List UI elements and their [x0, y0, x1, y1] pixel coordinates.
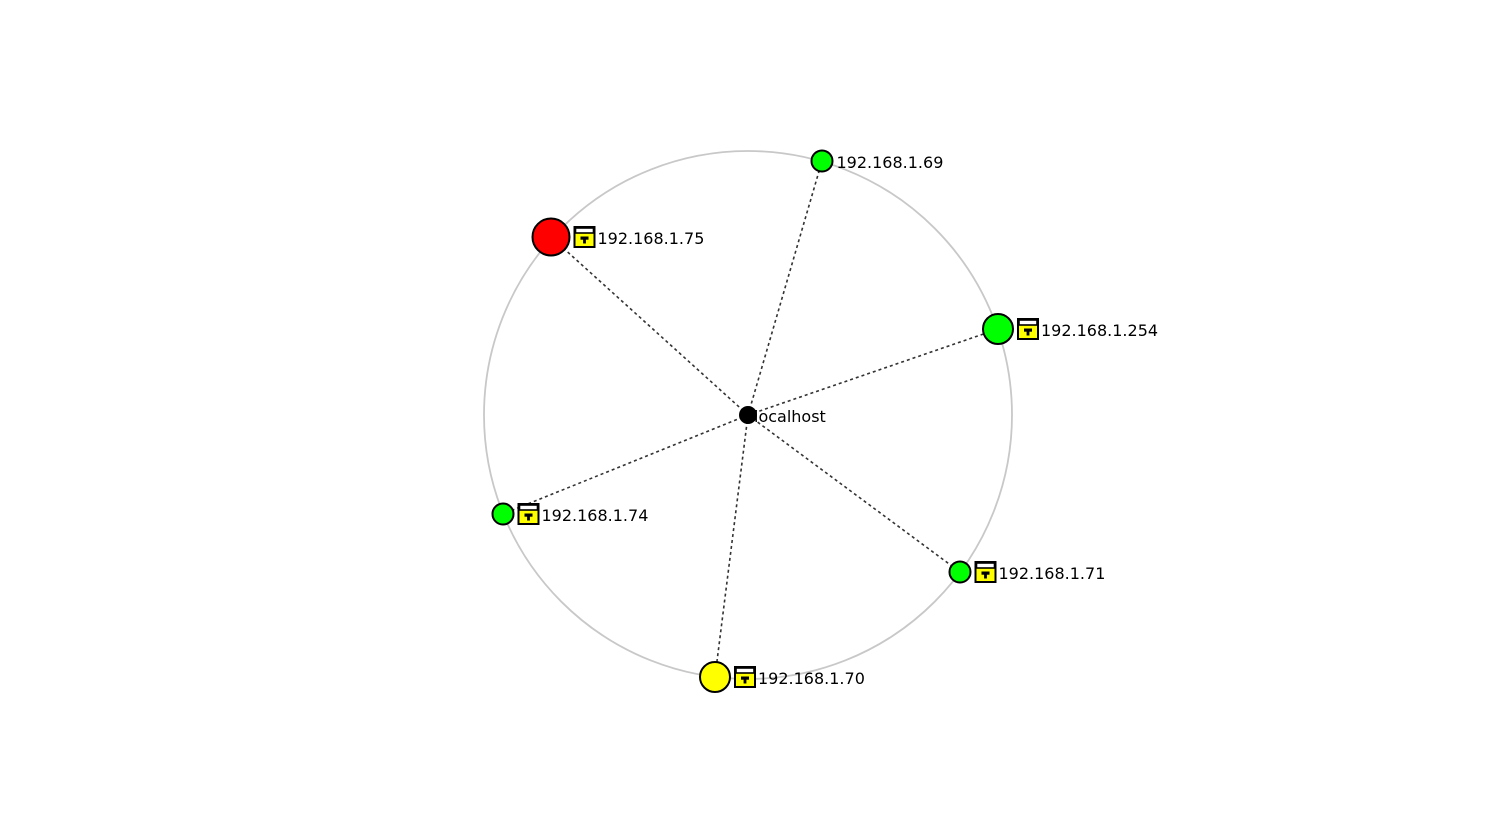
- host-ip-label: 192.168.1.70: [758, 669, 865, 688]
- link-host-71: [747, 414, 961, 573]
- host-ip-label: 192.168.1.254: [1041, 321, 1158, 340]
- host-status-dot[interactable]: [810, 149, 834, 173]
- link-host-74: [502, 414, 749, 515]
- host-ip-label: 192.168.1.75: [598, 229, 705, 248]
- center-node[interactable]: [739, 406, 757, 424]
- host-node-host-69[interactable]: 192.168.1.69: [810, 149, 944, 173]
- host-ip-label: 192.168.1.69: [837, 153, 944, 172]
- node-layer: 192.168.1.69 192.168.1.254 192.168.1.71 192…: [491, 149, 1158, 693]
- padlock-icon: [734, 666, 756, 688]
- host-ip-label: 192.168.1.71: [999, 564, 1106, 583]
- padlock-icon: [1017, 318, 1039, 340]
- center-node-group[interactable]: localhost: [739, 406, 826, 426]
- host-node-host-70[interactable]: 192.168.1.70: [699, 661, 865, 693]
- padlock-icon: [573, 226, 596, 248]
- padlock-icon: [974, 561, 997, 583]
- host-status-dot[interactable]: [948, 560, 972, 584]
- host-node-host-74[interactable]: 192.168.1.74: [491, 502, 649, 526]
- host-status-dot[interactable]: [531, 217, 571, 257]
- host-ip-label: 192.168.1.74: [542, 506, 649, 525]
- host-status-dot[interactable]: [491, 502, 515, 526]
- link-layer: [502, 160, 999, 678]
- link-host-254: [747, 328, 999, 416]
- host-node-host-71[interactable]: 192.168.1.71: [948, 560, 1106, 584]
- padlock-icon: [517, 503, 540, 525]
- host-node-host-75[interactable]: 192.168.1.75: [531, 217, 705, 257]
- center-node-label: localhost: [754, 407, 826, 426]
- host-status-dot[interactable]: [982, 313, 1014, 345]
- link-host-75: [550, 236, 749, 416]
- host-node-host-254[interactable]: 192.168.1.254: [982, 313, 1158, 345]
- link-host-70: [714, 414, 749, 678]
- host-status-dot[interactable]: [699, 661, 731, 693]
- link-host-69: [747, 160, 823, 416]
